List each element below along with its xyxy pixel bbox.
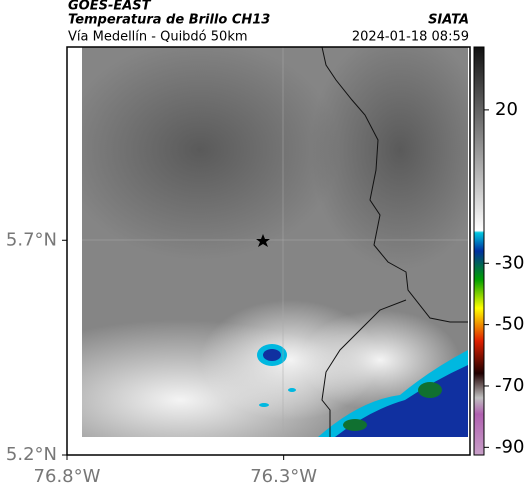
- colorbar-tick-label: -70: [495, 375, 524, 396]
- title: GOES-EAST: [68, 0, 152, 14]
- colorbar-tick-label: -90: [495, 436, 524, 457]
- colorbar-tick-label: -50: [495, 314, 524, 335]
- colorbar-tick-label: -30: [495, 252, 524, 273]
- region: Vía Medellín - Quibdó 50km: [68, 30, 248, 45]
- x-tick-label: 76.8°W: [34, 466, 101, 487]
- colorbar-tick-label: 20: [495, 99, 518, 120]
- y-tick-label: 5.2°N: [6, 444, 57, 465]
- map-frame: [66, 46, 471, 456]
- satellite-image: [82, 47, 468, 437]
- source: SIATA: [428, 13, 469, 28]
- colorbar: [473, 46, 485, 456]
- y-tick-label: 5.7°N: [6, 229, 57, 250]
- subtitle: Temperatura de Brillo CH13: [68, 13, 270, 28]
- x-tick-label: 76.3°W: [250, 466, 317, 487]
- timestamp: 2024-01-18 08:59: [352, 30, 469, 45]
